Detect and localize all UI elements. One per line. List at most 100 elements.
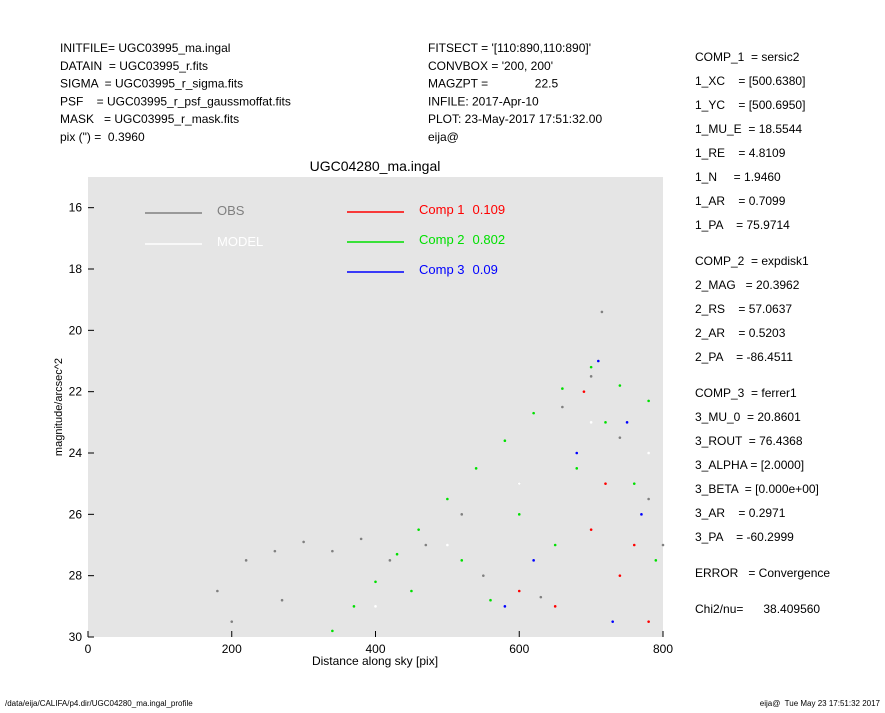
legend-label: MODEL: [217, 234, 263, 249]
data-point: [654, 559, 658, 562]
legend-fraction: 0.09: [473, 262, 498, 277]
data-point: [539, 595, 543, 599]
data-point: [561, 405, 564, 409]
data-point: [553, 605, 557, 608]
data-point: [244, 559, 248, 562]
data-point: [395, 552, 399, 556]
y-tick-label: 26: [69, 507, 83, 521]
param-line: 1_RE = 4.8109: [695, 146, 786, 160]
param-line: 1_AR = 0.7099: [695, 194, 786, 208]
data-point: [517, 482, 521, 485]
header-line: MASK = UGC03995_r_mask.fits: [60, 112, 239, 126]
data-point: [611, 620, 614, 623]
data-point: [460, 559, 464, 562]
legend-name: Comp 2: [419, 232, 465, 247]
data-point: [561, 387, 564, 390]
data-point: [589, 421, 593, 424]
data-point: [410, 589, 413, 593]
data-point: [625, 421, 629, 424]
data-point: [589, 528, 593, 531]
data-point: [632, 482, 636, 485]
param-line: 1_MU_E = 18.5544: [695, 122, 802, 136]
data-point: [230, 620, 234, 623]
data-point: [216, 589, 219, 593]
data-point: [417, 528, 420, 531]
data-point: [532, 559, 535, 562]
chart-title: UGC04280_ma.ingal: [310, 158, 441, 174]
data-point: [640, 513, 643, 516]
data-point: [489, 598, 492, 602]
param-line: 3_BETA = [0.000e+00]: [695, 482, 819, 496]
data-point: [532, 411, 535, 415]
y-tick-label: 18: [69, 262, 83, 276]
data-point: [604, 421, 607, 424]
header-line: CONVBOX = '200, 200': [428, 59, 553, 73]
data-point: [388, 559, 392, 562]
data-point: [503, 439, 507, 443]
param-line: Chi2/nu= 38.409560: [695, 602, 820, 616]
param-line: 2_MAG = 20.3962: [695, 278, 800, 292]
param-line: 3_PA = -60.2999: [695, 530, 794, 544]
param-line: 1_YC = [500.6950]: [695, 98, 805, 112]
data-point: [661, 543, 665, 547]
data-point: [647, 620, 650, 623]
legend-name: Comp 1: [419, 202, 465, 217]
y-tick-label: 24: [69, 446, 83, 460]
header-line: INFILE: 2017-Apr-10: [428, 94, 539, 108]
param-line: 1_XC = [500.6380]: [695, 74, 805, 88]
param-line: COMP_2 = expdisk1: [695, 254, 809, 268]
param-line: 3_ALPHA = [2.0000]: [695, 458, 804, 472]
header-line: SIGMA = UGC03995_r_sigma.fits: [60, 77, 243, 91]
header-line: pix (") = 0.3960: [60, 130, 145, 144]
data-point: [647, 497, 650, 501]
legend-label: OBS: [217, 203, 245, 218]
legend-name: Comp 3: [419, 262, 465, 277]
data-point: [482, 574, 485, 577]
param-line: 1_PA = 75.9714: [695, 218, 790, 232]
legend-name: OBS: [217, 203, 245, 218]
x-axis-label: Distance along sky [pix]: [312, 654, 438, 668]
data-point: [517, 513, 521, 516]
data-point: [553, 543, 557, 547]
y-tick-label: 22: [69, 385, 83, 399]
plot-area: [88, 177, 663, 637]
data-point: [424, 543, 428, 547]
data-point: [446, 497, 449, 501]
legend-label: Comp 3 0.09: [419, 262, 498, 277]
header-line: DATAIN = UGC03995_r.fits: [60, 59, 208, 73]
header-line: MAGZPT = 22.5: [428, 77, 558, 91]
legend-name: MODEL: [217, 234, 263, 249]
y-tick-label: 16: [69, 201, 83, 215]
param-line: 2_RS = 57.0637: [695, 302, 792, 316]
header-line: eija@: [428, 130, 459, 144]
data-point: [618, 574, 622, 577]
data-point: [589, 375, 593, 378]
param-line: 2_AR = 0.5203: [695, 326, 786, 340]
data-point: [575, 451, 579, 455]
legend-fraction: 0.802: [473, 232, 506, 247]
data-point: [600, 310, 604, 314]
y-tick-label: 28: [69, 569, 83, 583]
data-point: [331, 549, 334, 553]
header-line: PSF = UGC03995_r_psf_gaussmoffat.fits: [60, 94, 291, 108]
y-tick-label: 20: [69, 323, 83, 337]
data-point: [632, 543, 636, 547]
data-point: [618, 384, 622, 387]
data-point: [331, 629, 334, 633]
x-tick-label: 800: [653, 642, 673, 656]
data-point: [618, 436, 622, 439]
param-line: 2_PA = -86.4511: [695, 350, 793, 364]
param-line: COMP_3 = ferrer1: [695, 386, 797, 400]
data-point: [446, 543, 449, 547]
data-point: [460, 513, 464, 516]
param-line: 3_AR = 0.2971: [695, 506, 786, 520]
param-line: 3_ROUT = 76.4368: [695, 434, 803, 448]
footer-left: /data/eija/CALIFA/p4.dir/UGC04280_ma.ing…: [5, 699, 193, 708]
param-line: 1_N = 1.9460: [695, 170, 781, 184]
data-point: [280, 598, 284, 602]
header-line: INITFILE= UGC03995_ma.ingal: [60, 41, 230, 55]
data-point: [575, 467, 579, 470]
y-tick-label: 30: [69, 630, 83, 644]
data-point: [503, 605, 507, 608]
